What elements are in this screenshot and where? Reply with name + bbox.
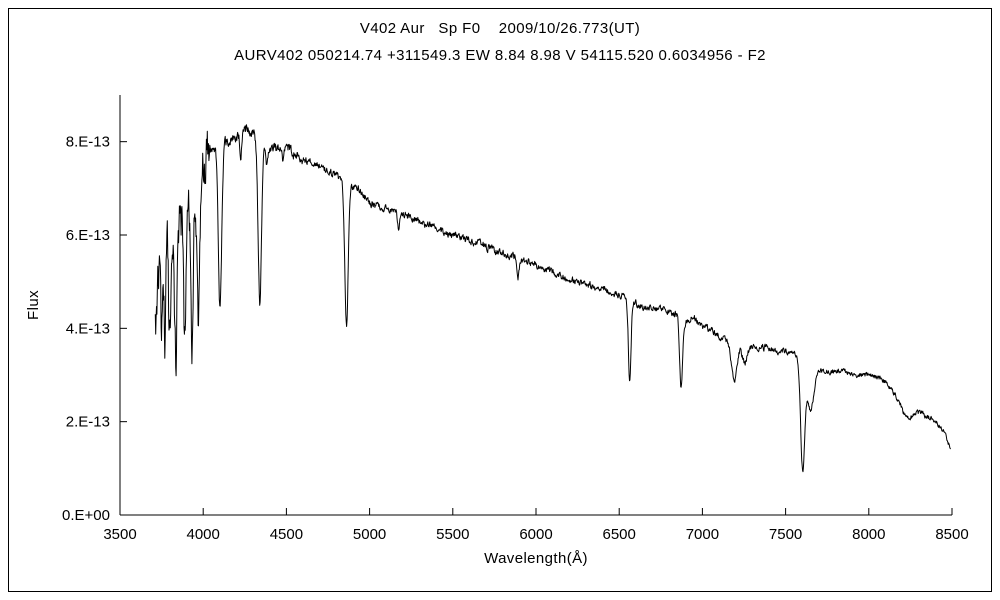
x-tick-label: 4000 (187, 526, 220, 543)
x-tick-label: 7000 (686, 526, 719, 543)
x-tick-label: 4500 (270, 526, 303, 543)
x-tick-label: 6500 (603, 526, 636, 543)
x-tick-label: 5500 (436, 526, 469, 543)
y-tick-label: 4.E-13 (66, 320, 110, 337)
y-tick-label: 6.E-13 (66, 227, 110, 244)
x-tick-label: 8000 (852, 526, 885, 543)
x-tick-label: 3500 (103, 526, 136, 543)
y-tick-label: 8.E-13 (66, 134, 110, 151)
x-tick-label: 7500 (769, 526, 802, 543)
y-tick-label: 2.E-13 (66, 414, 110, 431)
spectrum-line (154, 124, 951, 473)
title-line-1: V402 Aur Sp F0 2009/10/26.773(UT) (359, 20, 641, 37)
y-tick-label: 0.E+00 (62, 507, 110, 524)
y-axis-label: Flux (25, 290, 42, 320)
title-line-2: AURV402 050214.74 +311549.3 EW 8.84 8.98… (234, 47, 766, 64)
x-tick-label: 5000 (353, 526, 386, 543)
x-tick-label: 6000 (519, 526, 552, 543)
x-tick-label: 8500 (935, 526, 968, 543)
x-axis-label: Wavelength(Å) (484, 550, 588, 567)
